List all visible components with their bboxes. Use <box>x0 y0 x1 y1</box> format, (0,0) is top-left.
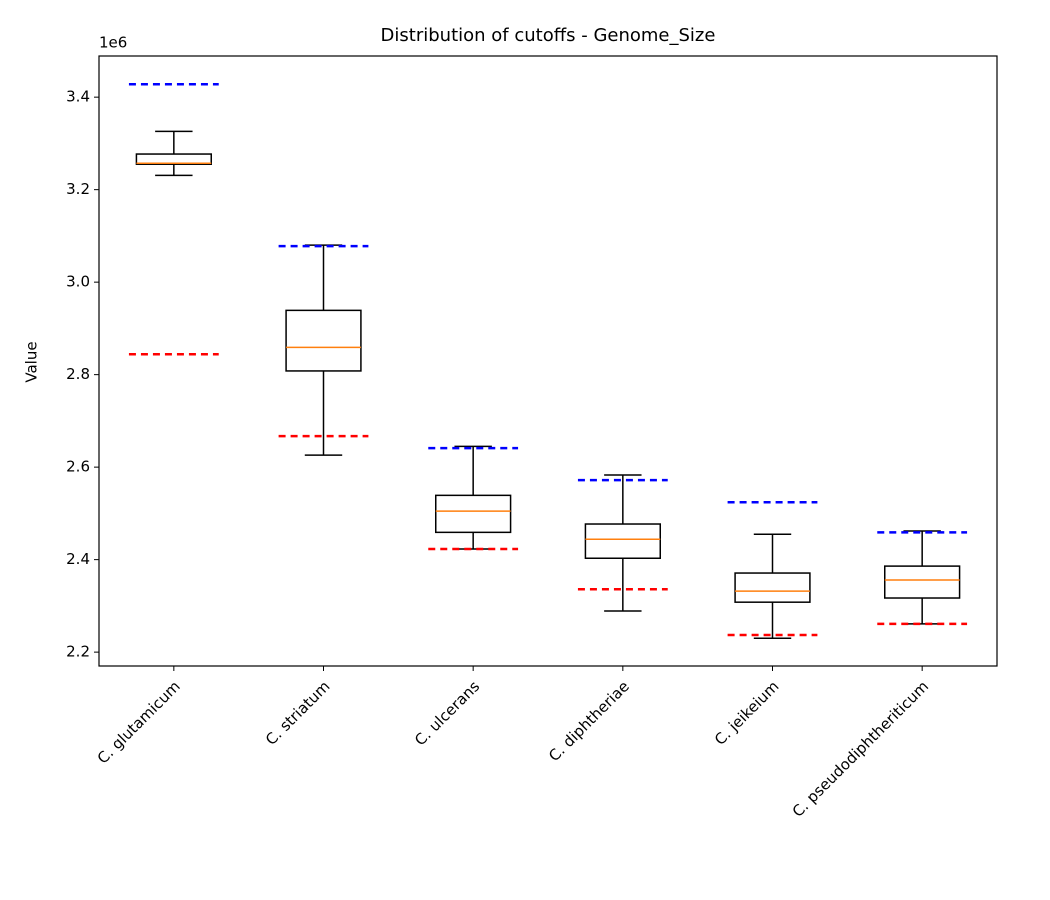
y-axis-label: Value <box>23 341 41 382</box>
y-offset-label: 1e6 <box>99 34 127 52</box>
box <box>734 572 811 603</box>
y-tick-label: 2.6 <box>66 458 90 476</box>
y-tick-label: 3.0 <box>66 273 90 291</box>
y-tick-label: 2.2 <box>66 643 90 661</box>
box <box>135 153 213 165</box>
plot-frame <box>98 55 998 667</box>
box <box>285 309 362 372</box>
y-tick-label: 3.4 <box>66 88 90 106</box>
y-tick-label: 3.2 <box>66 180 90 198</box>
box <box>884 565 961 599</box>
box <box>435 494 512 534</box>
y-tick-label: 2.8 <box>66 365 90 383</box>
box <box>584 523 662 559</box>
y-tick-label: 2.4 <box>66 550 90 568</box>
chart-title: Distribution of cutoffs - Genome_Size <box>381 25 716 46</box>
